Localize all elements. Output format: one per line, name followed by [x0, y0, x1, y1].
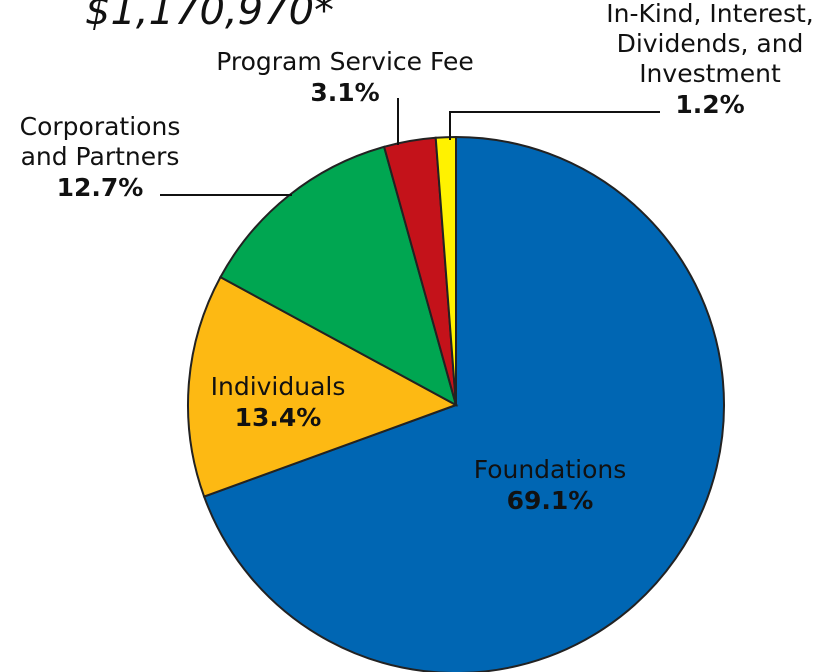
label-line: and Partners — [21, 142, 180, 171]
label-line: Corporations — [20, 112, 181, 141]
label-line: Dividends, and — [617, 29, 804, 58]
value-label: 13.4% — [235, 403, 322, 432]
chart: $1,170,970* Foundations69.1%Individuals1… — [0, 0, 839, 672]
slice-label: Individuals — [211, 372, 346, 401]
leader-line — [450, 112, 660, 140]
label-line: Foundations — [474, 455, 627, 484]
chart-title: $1,170,970* — [85, 0, 334, 34]
label-line: Program Service Fee — [216, 47, 474, 76]
slice-label: Program Service Fee — [216, 47, 474, 76]
slice-label: Foundations — [474, 455, 627, 484]
label-line: In-Kind, Interest, — [606, 0, 813, 28]
value-label: 12.7% — [57, 173, 144, 202]
value-label: 3.1% — [310, 78, 379, 107]
value-label: 1.2% — [675, 90, 744, 119]
label-line: Investment — [639, 59, 781, 88]
value-label: 69.1% — [507, 486, 594, 515]
label-line: Individuals — [211, 372, 346, 401]
